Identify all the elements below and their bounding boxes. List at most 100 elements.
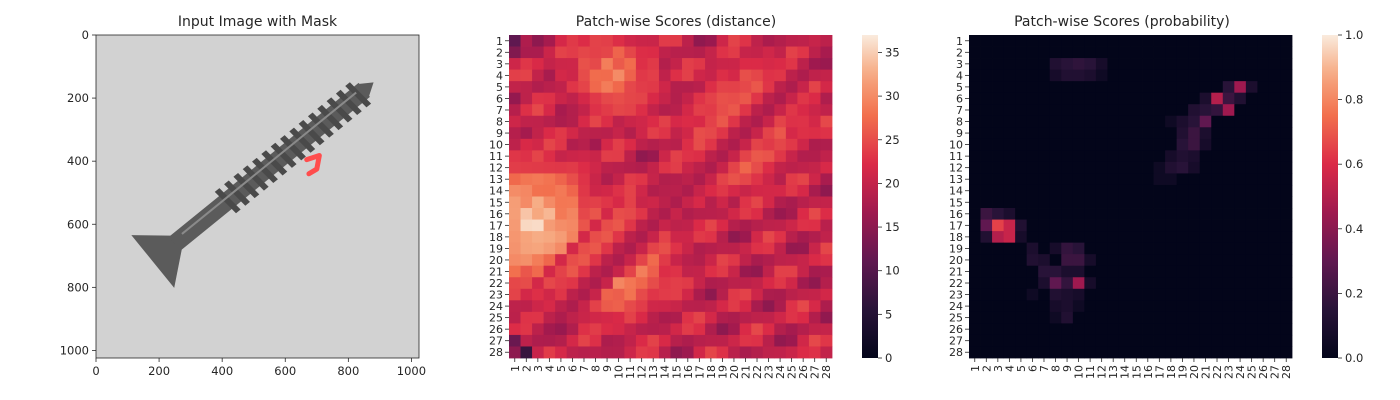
distance-cell [820, 184, 833, 197]
probability-cell [1199, 150, 1212, 163]
distance-cell [647, 334, 660, 347]
distance-cell [808, 311, 821, 324]
probability-cell [1130, 323, 1143, 336]
distance-cell [635, 58, 648, 71]
probability-cell [1118, 92, 1131, 105]
distance-cell [739, 300, 752, 313]
probability-cell [1280, 92, 1293, 105]
probability-cell [1084, 92, 1097, 105]
probability-cell [1234, 208, 1247, 220]
distance-cell [532, 196, 545, 209]
probability-cell [1084, 127, 1097, 140]
probability-cell [1188, 346, 1201, 359]
probability-cell [1142, 161, 1154, 174]
probability-x-tick-label: 23 [1223, 365, 1236, 379]
probability-cell [1118, 231, 1131, 244]
probability-cell [992, 115, 1005, 128]
distance-cell [520, 334, 533, 347]
distance-cell [578, 58, 591, 71]
probability-colorbar-tick-label: 0.8 [1345, 93, 1363, 107]
probability-cell [992, 242, 1005, 255]
probability-cell [1199, 323, 1212, 336]
distance-cell [635, 138, 648, 151]
probability-cell [1118, 150, 1131, 163]
distance-cell [785, 69, 798, 82]
distance-cell [728, 173, 741, 186]
distance-y-tick-label: 23 [489, 289, 503, 302]
probability-cell [1153, 115, 1166, 128]
distance-cell [543, 346, 556, 359]
probability-y-tick-label: 18 [949, 231, 963, 244]
probability-cell [1245, 265, 1258, 278]
distance-cell [820, 300, 833, 313]
distance-cell [532, 334, 545, 347]
probability-cell [1118, 184, 1131, 197]
probability-cell [1188, 81, 1201, 94]
distance-cell [612, 219, 625, 232]
probability-cell [1107, 58, 1120, 71]
distance-cell [578, 242, 591, 255]
distance-cell [532, 138, 545, 151]
distance-x-tick-label: 1 [509, 365, 522, 372]
probability-cell [1245, 311, 1258, 324]
distance-cell [566, 288, 579, 301]
probability-cell [1165, 231, 1178, 244]
distance-cell [555, 242, 568, 255]
mask-overlay [304, 152, 322, 177]
distance-cell [578, 219, 591, 232]
distance-x-axis: 1234567891011121314151617181920212223242… [509, 358, 833, 379]
distance-cell [589, 115, 602, 128]
distance-cell [589, 92, 602, 105]
distance-cell [682, 208, 694, 220]
distance-cell [578, 288, 591, 301]
probability-cell [1234, 346, 1247, 359]
distance-cell [682, 138, 694, 151]
distance-cell [555, 35, 568, 47]
distance-cell [785, 115, 798, 128]
probability-cell [1222, 265, 1235, 278]
distance-cell [728, 104, 741, 117]
distance-cell [751, 265, 764, 278]
distance-cell [670, 346, 683, 359]
probability-cell [980, 35, 993, 47]
distance-cell [751, 150, 764, 163]
probability-cell [1153, 173, 1166, 186]
distance-cell [647, 219, 660, 232]
probability-cell [1199, 288, 1212, 301]
distance-cell [658, 150, 671, 163]
probability-cell [1015, 127, 1028, 140]
distance-cell [774, 184, 787, 197]
distance-cell [624, 242, 637, 255]
probability-cell [1003, 311, 1016, 324]
probability-cell [1084, 208, 1097, 220]
probability-cell [1015, 115, 1028, 128]
distance-cell [808, 346, 821, 359]
probability-cell [1188, 254, 1201, 267]
probability-cell [1234, 242, 1247, 255]
distance-cell [705, 242, 718, 255]
distance-cell [751, 138, 764, 151]
distance-cell [693, 277, 706, 290]
probability-cell [1257, 231, 1270, 244]
distance-cell [705, 81, 718, 94]
distance-cell [658, 277, 671, 290]
distance-y-tick-label: 28 [489, 346, 503, 359]
distance-y-axis: 1234567891011121314151617181920212223242… [489, 35, 509, 359]
distance-cell [624, 300, 637, 313]
distance-cell [589, 104, 602, 117]
probability-cell [1015, 46, 1028, 59]
probability-cell [1165, 323, 1178, 336]
distance-cell [566, 104, 579, 117]
probability-cell [1176, 35, 1189, 47]
distance-cell [785, 161, 798, 174]
probability-cell [1130, 300, 1143, 313]
probability-cell [969, 92, 981, 105]
probability-cell [1234, 58, 1247, 71]
distance-cell [739, 58, 752, 71]
distance-cell [820, 127, 833, 140]
distance-cell [682, 173, 694, 186]
screw-thread [326, 97, 353, 123]
distance-cell [543, 208, 556, 220]
probability-cell [1188, 242, 1201, 255]
distance-cell [532, 300, 545, 313]
